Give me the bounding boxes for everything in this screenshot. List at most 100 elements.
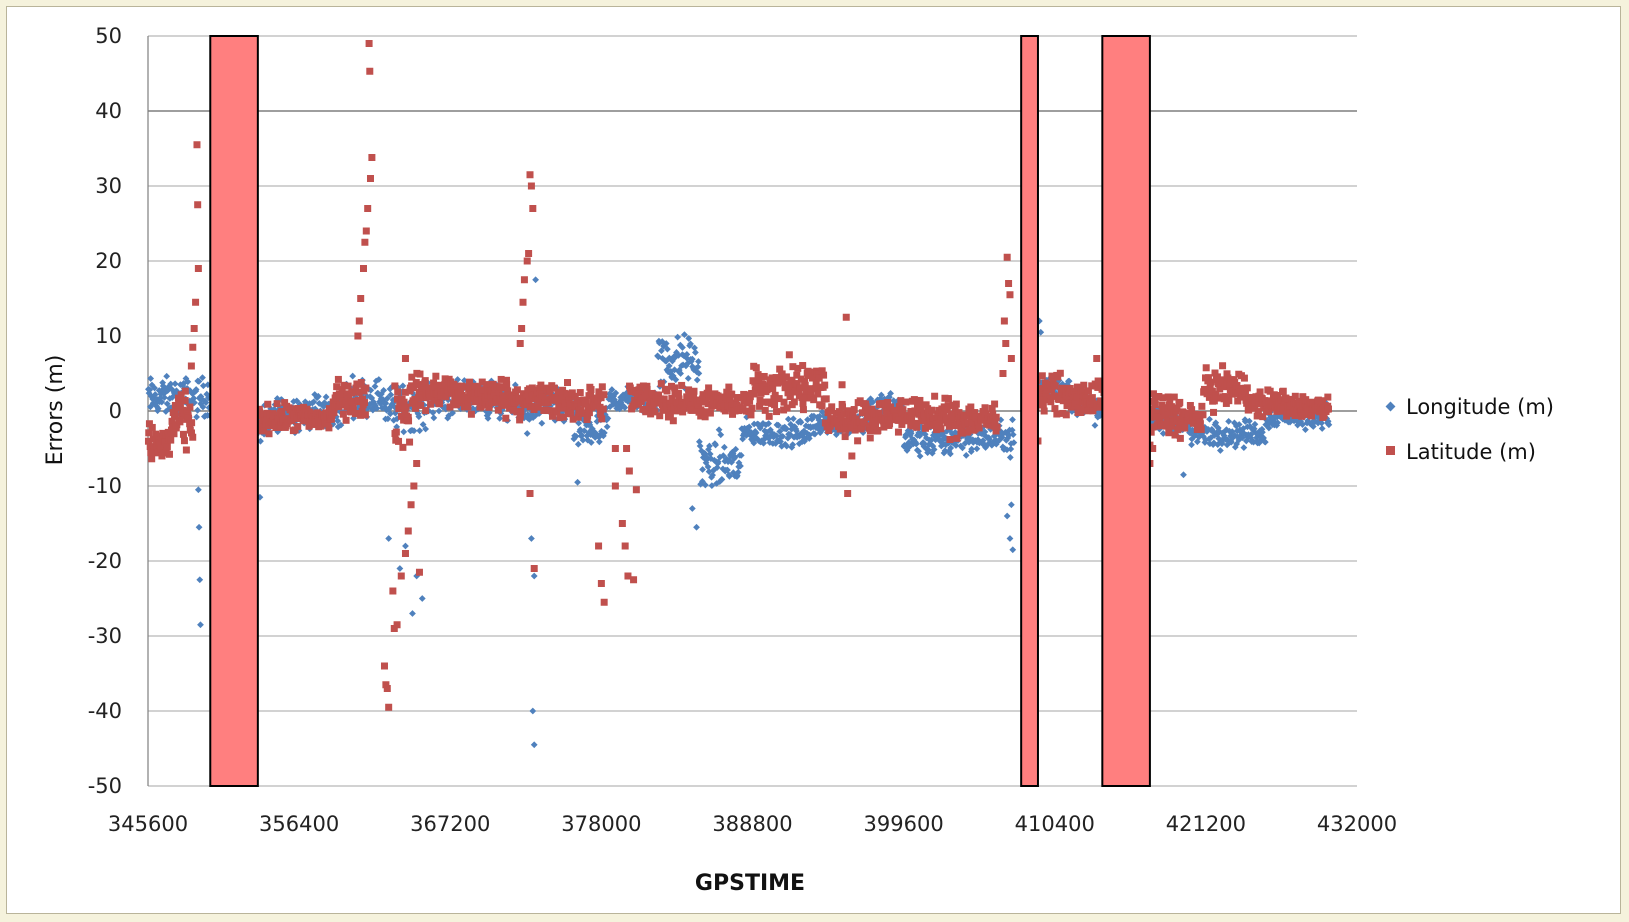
latitude-point [182, 397, 189, 404]
latitude-point [517, 408, 524, 415]
x-axis-label: GPSTIME [695, 871, 805, 896]
longitude-point [694, 377, 701, 384]
latitude-point [690, 388, 697, 395]
latitude-point [384, 685, 391, 692]
latitude-point [994, 424, 1001, 431]
latitude-point [999, 370, 1006, 377]
latitude-point [854, 437, 861, 444]
latitude-point [410, 483, 417, 490]
longitude-point [1009, 546, 1016, 553]
latitude-point [567, 409, 574, 416]
latitude-point [670, 417, 677, 424]
latitude-point [402, 355, 409, 362]
latitude-point [529, 205, 536, 212]
latitude-point [993, 414, 1000, 421]
latitude-point [931, 393, 938, 400]
latitude-point [366, 40, 373, 47]
longitude-point [1217, 447, 1224, 454]
latitude-point [1052, 383, 1059, 390]
latitude-point [356, 318, 363, 325]
shaded-region-1 [1021, 36, 1038, 786]
latitude-point [595, 543, 602, 550]
latitude-point [916, 397, 923, 404]
latitude-point [464, 403, 471, 410]
longitude-point [396, 565, 403, 572]
latitude-point [1041, 407, 1048, 414]
latitude-point [360, 265, 367, 272]
latitude-point [626, 468, 633, 475]
y-tick-label-4: -10 [88, 474, 122, 498]
latitude-point [953, 401, 960, 408]
latitude-point [1053, 410, 1060, 417]
latitude-point [945, 395, 952, 402]
latitude-point [182, 388, 189, 395]
x-tick-label-2: 367200 [410, 812, 490, 836]
latitude-point [1324, 394, 1331, 401]
latitude-point [1057, 370, 1064, 377]
latitude-point [1280, 388, 1287, 395]
latitude-point [747, 411, 754, 418]
latitude-point [406, 439, 413, 446]
latitude-point [786, 351, 793, 358]
x-tick-label-6: 410400 [1015, 812, 1095, 836]
x-tick-label-0: 345600 [108, 812, 188, 836]
latitude-point [928, 407, 935, 414]
latitude-point [867, 434, 874, 441]
latitude-point [436, 400, 443, 407]
longitude-point [419, 595, 426, 602]
latitude-point [1199, 411, 1206, 418]
latitude-point [405, 417, 412, 424]
latitude-point [705, 384, 712, 391]
longitude-point [496, 415, 503, 422]
latitude-point [524, 258, 531, 265]
latitude-point [913, 424, 920, 431]
latitude-point [393, 429, 400, 436]
latitude-point [531, 565, 538, 572]
y-axis-label: Errors (m) [43, 355, 68, 466]
latitude-point [612, 483, 619, 490]
latitude-point [362, 411, 369, 418]
latitude-point [148, 455, 155, 462]
y-tick-label-0: -50 [88, 774, 122, 798]
longitude-point [693, 524, 700, 531]
latitude-point [527, 171, 534, 178]
longitude-point [963, 452, 970, 459]
longitude-point [532, 276, 539, 283]
y-tick-label-10: 50 [95, 24, 122, 48]
latitude-point [343, 417, 350, 424]
longitude-point [692, 349, 699, 356]
longitude-point [195, 486, 202, 493]
latitude-point [902, 399, 909, 406]
longitude-point [524, 430, 531, 437]
longitude-point [197, 621, 204, 628]
longitude-point [416, 427, 423, 434]
longitude-point [674, 334, 681, 341]
latitude-point [399, 444, 406, 451]
latitude-point [525, 250, 532, 257]
latitude-point [1203, 364, 1210, 371]
longitude-point [1319, 425, 1326, 432]
latitude-point [1001, 318, 1008, 325]
latitude-point [274, 400, 281, 407]
latitude-point [1176, 399, 1183, 406]
longitude-point [1225, 418, 1232, 425]
longitude-point [1240, 444, 1247, 451]
latitude-point [588, 386, 595, 393]
longitude-point [1010, 431, 1017, 438]
latitude-point [340, 411, 347, 418]
latitude-point [814, 390, 821, 397]
longitude-point [528, 535, 535, 542]
latitude-point [403, 404, 410, 411]
latitude-point [1063, 411, 1070, 418]
latitude-point [363, 228, 370, 235]
latitude-point [195, 265, 202, 272]
latitude-point [843, 314, 850, 321]
legend-entry-latitude: Latitude (m) [1386, 440, 1536, 464]
latitude-point [707, 410, 714, 417]
latitude-point [391, 382, 398, 389]
longitude-point [194, 407, 201, 414]
latitude-point [166, 451, 173, 458]
y-tick-label-8: 30 [95, 174, 122, 198]
latitude-point [1093, 355, 1100, 362]
latitude-point [1002, 340, 1009, 347]
